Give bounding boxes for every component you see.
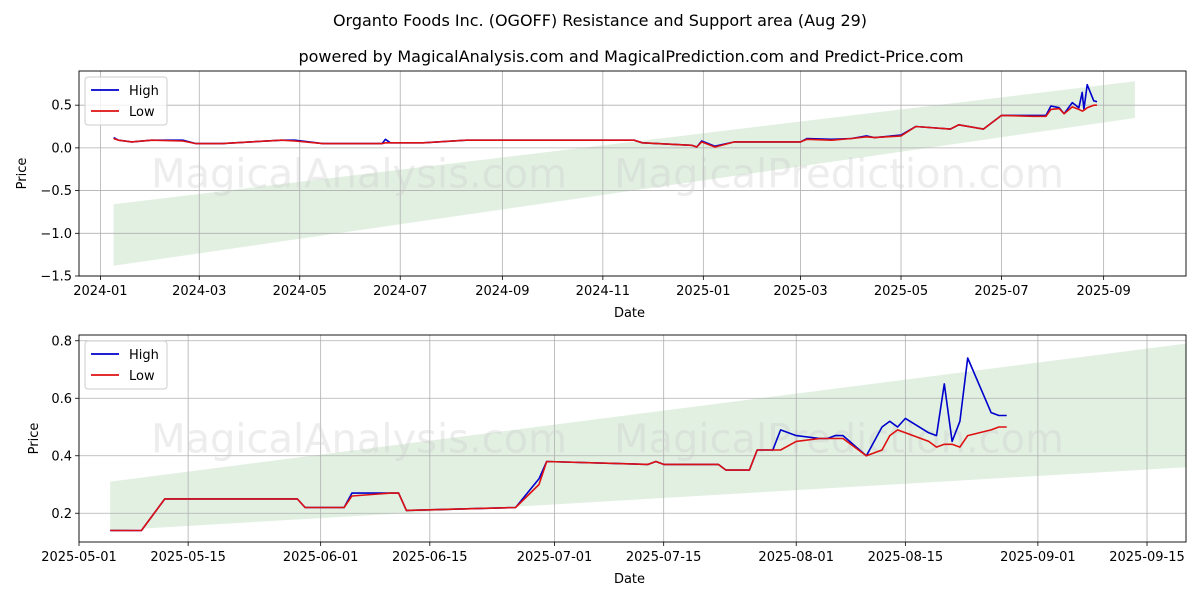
x-axis-label: Date bbox=[614, 306, 645, 321]
y-tick-label: −0.5 bbox=[40, 184, 72, 199]
plot-frame bbox=[78, 334, 1187, 543]
legend-box bbox=[84, 340, 168, 390]
y-tick-label: −1.5 bbox=[40, 270, 72, 285]
y-tick-label: −1.0 bbox=[40, 227, 72, 242]
legend-label-low: Low bbox=[129, 105, 155, 120]
x-tick-label: 2024-03 bbox=[172, 284, 226, 299]
x-tick-label: 2025-06-15 bbox=[392, 550, 468, 565]
chart-subtitle: powered by MagicalAnalysis.com and Magic… bbox=[298, 47, 963, 66]
x-tick-label: 2025-06-01 bbox=[283, 550, 359, 565]
watermark: MagicalAnalysis.com bbox=[151, 152, 567, 198]
y-tick-label: 0.4 bbox=[51, 449, 72, 464]
x-tick-label: 2024-01 bbox=[73, 284, 127, 299]
y-tick-label: 0.2 bbox=[51, 507, 72, 522]
support-resistance-band bbox=[113, 81, 1135, 266]
legend-box bbox=[84, 76, 168, 126]
y-axis-label: Price bbox=[27, 423, 42, 455]
x-tick-label: 2025-01 bbox=[676, 284, 730, 299]
legend-label-high: High bbox=[129, 84, 159, 99]
x-tick-label: 2025-09-01 bbox=[1000, 550, 1076, 565]
x-tick-label: 2025-08-01 bbox=[758, 550, 834, 565]
y-tick-label: 0.5 bbox=[51, 99, 72, 114]
x-axis-label: Date bbox=[614, 572, 645, 587]
x-tick-label: 2025-08-15 bbox=[868, 550, 944, 565]
plot-frame bbox=[78, 70, 1187, 277]
x-tick-label: 2025-09-15 bbox=[1109, 550, 1185, 565]
x-tick-label: 2025-07 bbox=[974, 284, 1028, 299]
watermark: MagicalPrediction.com bbox=[614, 417, 1064, 463]
x-tick-label: 2025-03 bbox=[773, 284, 827, 299]
y-tick-label: 0.6 bbox=[51, 392, 72, 407]
top-panel: MagicalAnalysis.com MagicalPrediction.com… bbox=[15, 70, 1187, 321]
y-tick-label: 0.8 bbox=[51, 334, 72, 349]
series-line-low bbox=[110, 426, 1007, 532]
legend-label-low: Low bbox=[129, 369, 155, 384]
support-resistance-band bbox=[110, 343, 1186, 531]
watermark: MagicalAnalysis.com bbox=[151, 417, 567, 463]
series-line-low bbox=[113, 104, 1097, 148]
y-axis-label: Price bbox=[15, 158, 30, 190]
x-tick-label: 2025-07-15 bbox=[626, 550, 702, 565]
x-tick-label: 2025-07-01 bbox=[517, 550, 593, 565]
x-tick-label: 2025-05-15 bbox=[150, 550, 226, 565]
x-tick-label: 2025-09 bbox=[1076, 284, 1130, 299]
x-tick-label: 2024-05 bbox=[273, 284, 327, 299]
legend-label-high: High bbox=[129, 348, 159, 363]
bottom-panel: MagicalAnalysis.com MagicalPrediction.com… bbox=[27, 334, 1187, 587]
x-tick-label: 2025-05-01 bbox=[41, 550, 117, 565]
chart-title: Organto Foods Inc. (OGOFF) Resistance an… bbox=[333, 11, 867, 30]
y-tick-label: 0.0 bbox=[51, 141, 72, 156]
x-tick-label: 2024-07 bbox=[373, 284, 427, 299]
watermark: MagicalPrediction.com bbox=[614, 152, 1064, 198]
x-tick-label: 2024-11 bbox=[576, 284, 630, 299]
x-tick-label: 2024-09 bbox=[475, 284, 529, 299]
x-tick-label: 2025-05 bbox=[874, 284, 928, 299]
